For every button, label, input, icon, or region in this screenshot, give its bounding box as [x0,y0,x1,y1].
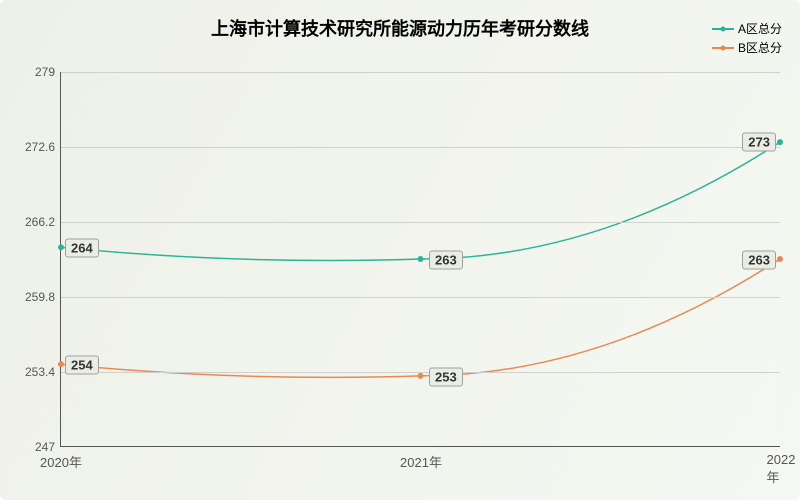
data-label: 263 [429,250,463,269]
line-layer [61,72,780,446]
y-tick-label: 279 [35,65,55,79]
data-point [58,244,64,250]
grid-line [61,72,780,73]
grid-line [61,222,780,223]
plot-area: 247253.4259.8266.2272.62792020年2021年2022… [60,72,780,447]
x-tick-label: 2022年 [767,452,796,486]
series-line [61,142,780,260]
legend-item-b: B区总分 [712,39,782,56]
series-line [61,259,780,377]
data-point [777,256,783,262]
legend-swatch-b [712,47,734,49]
chart-container: 上海市计算技术研究所能源动力历年考研分数线 A区总分 B区总分 247253.4… [0,0,800,500]
legend-item-a: A区总分 [712,20,782,37]
legend-swatch-a [712,28,734,30]
data-label: 264 [65,238,99,257]
legend: A区总分 B区总分 [712,20,782,58]
data-label: 263 [742,250,776,269]
data-point [418,256,424,262]
grid-line [61,297,780,298]
grid-line [61,147,780,148]
data-label: 273 [742,133,776,152]
y-tick-label: 272.6 [25,140,55,154]
legend-label-b: B区总分 [738,39,782,56]
y-tick-label: 266.2 [25,215,55,229]
y-tick-label: 259.8 [25,290,55,304]
chart-title: 上海市计算技术研究所能源动力历年考研分数线 [0,15,800,41]
data-point [418,373,424,379]
legend-label-a: A区总分 [738,20,782,37]
x-tick-label: 2021年 [400,452,442,471]
data-point [777,139,783,145]
grid-line [61,372,780,373]
data-label: 254 [65,355,99,374]
data-point [58,361,64,367]
data-label: 253 [429,367,463,386]
x-tick-label: 2020年 [40,452,82,471]
y-tick-label: 253.4 [25,365,55,379]
